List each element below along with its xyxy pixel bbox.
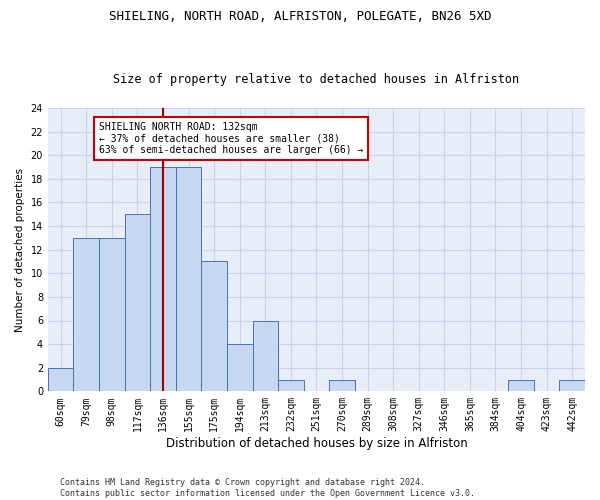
- Bar: [329, 380, 355, 392]
- Bar: [150, 167, 176, 392]
- Bar: [73, 238, 99, 392]
- Bar: [176, 167, 202, 392]
- Bar: [99, 238, 125, 392]
- X-axis label: Distribution of detached houses by size in Alfriston: Distribution of detached houses by size …: [166, 437, 467, 450]
- Bar: [202, 262, 227, 392]
- Title: Size of property relative to detached houses in Alfriston: Size of property relative to detached ho…: [113, 73, 520, 86]
- Y-axis label: Number of detached properties: Number of detached properties: [15, 168, 25, 332]
- Bar: [125, 214, 150, 392]
- Bar: [559, 380, 585, 392]
- Bar: [278, 380, 304, 392]
- Text: SHIELING NORTH ROAD: 132sqm
← 37% of detached houses are smaller (38)
63% of sem: SHIELING NORTH ROAD: 132sqm ← 37% of det…: [99, 122, 364, 156]
- Bar: [227, 344, 253, 392]
- Text: SHIELING, NORTH ROAD, ALFRISTON, POLEGATE, BN26 5XD: SHIELING, NORTH ROAD, ALFRISTON, POLEGAT…: [109, 10, 491, 23]
- Bar: [508, 380, 534, 392]
- Bar: [48, 368, 73, 392]
- Bar: [253, 320, 278, 392]
- Text: Contains HM Land Registry data © Crown copyright and database right 2024.
Contai: Contains HM Land Registry data © Crown c…: [60, 478, 475, 498]
